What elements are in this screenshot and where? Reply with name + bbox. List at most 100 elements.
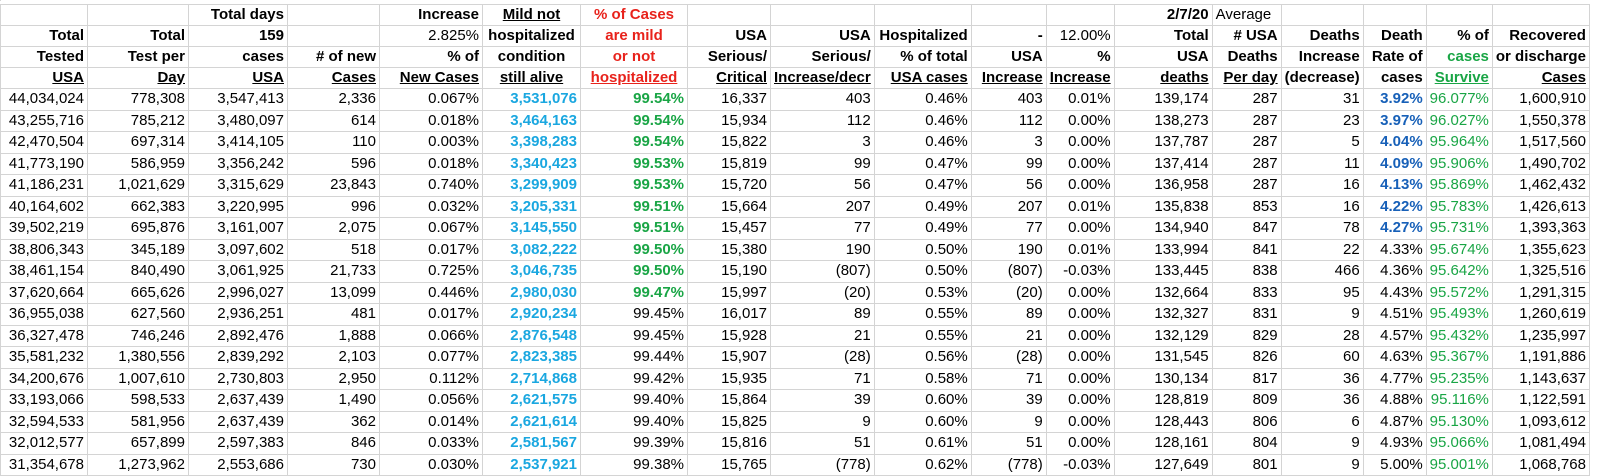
cell-usa-increase[interactable]: 99 [970,152,1047,175]
cell-pct-survive[interactable]: 95.493% [1425,303,1493,326]
cell-total-cases[interactable]: 2,553,686 [188,453,288,476]
cell-usa-increase[interactable]: 89 [970,303,1047,326]
cell-pct-new-cases[interactable]: 0.446% [379,281,483,304]
cell-recovered[interactable]: 1,426,613 [1491,195,1590,218]
cell-serious-critical[interactable]: 15,190 [687,260,771,283]
cell-serious-change[interactable]: 89 [770,303,875,326]
cell-total-tested[interactable]: 32,594,533 [0,410,88,433]
cell-deaths-increase[interactable]: 9 [1280,453,1364,476]
cell-mild-alive[interactable]: 3,464,163 [482,109,581,132]
cell-mild-alive[interactable]: 3,531,076 [482,88,581,111]
cell-serious-critical[interactable]: 15,457 [687,217,771,240]
cell-pct-mild[interactable]: 99.54% [580,109,688,132]
cell-death-rate[interactable]: 4.77% [1362,367,1427,390]
cell-new-cases[interactable]: 362 [287,410,380,433]
cell-total-cases[interactable]: 2,637,439 [188,389,288,412]
cell-death-rate[interactable]: 4.09% [1362,152,1427,175]
cell-mild-alive[interactable]: 3,340,423 [482,152,581,175]
cell-total-cases[interactable]: 3,315,629 [188,174,288,197]
cell-pct-survive[interactable]: 95.235% [1425,367,1493,390]
cell-new-cases[interactable]: 21,733 [287,260,380,283]
header-cell-deaths-increase[interactable]: Increase [1280,46,1364,68]
cell-new-cases[interactable]: 23,843 [287,174,380,197]
cell-total-tested[interactable]: 42,470,504 [0,131,88,154]
cell-pct-mild[interactable]: 99.53% [580,174,688,197]
cell-mild-alive[interactable]: 2,537,921 [482,453,581,476]
cell-total-deaths[interactable]: 137,414 [1113,152,1213,175]
cell-pct-survive[interactable]: 95.130% [1425,410,1493,433]
cell-total-tested[interactable]: 34,200,676 [0,367,88,390]
cell-deaths-increase[interactable]: 11 [1280,152,1364,175]
cell-death-rate[interactable]: 4.36% [1362,260,1427,283]
cell-hospitalized-pct[interactable]: 0.46% [873,109,972,132]
cell-hospitalized-pct[interactable]: 0.58% [873,367,972,390]
cell-death-rate[interactable]: 4.04% [1362,131,1427,154]
cell-deaths-increase[interactable]: 31 [1280,88,1364,111]
cell-pct-new-cases[interactable]: 0.032% [379,195,483,218]
cell-usa-increase[interactable]: (20) [970,281,1047,304]
cell-serious-critical[interactable]: 16,017 [687,303,771,326]
cell-deaths-per-day[interactable]: 809 [1211,389,1282,412]
cell-new-cases[interactable]: 846 [287,432,380,455]
header-cell-mild-alive[interactable]: hospitalized [482,25,581,47]
header-cell-total-deaths[interactable]: 2/7/20 [1113,4,1213,26]
header-cell-pct-mild[interactable]: or not [580,46,688,68]
cell-test-per-day[interactable]: 695,876 [87,217,189,240]
cell-new-cases[interactable]: 2,336 [287,88,380,111]
cell-usa-increase[interactable]: 190 [970,238,1047,261]
cell-serious-critical[interactable]: 15,822 [687,131,771,154]
header-cell-hospitalized-pct[interactable]: % of total [873,46,972,68]
cell-pct-new-cases[interactable]: 0.112% [379,367,483,390]
cell-mild-alive[interactable]: 2,980,030 [482,281,581,304]
cell-mild-alive[interactable]: 3,299,909 [482,174,581,197]
cell-death-rate[interactable]: 4.22% [1362,195,1427,218]
header-cell-pct-mild[interactable]: hospitalized [580,67,688,89]
cell-total-cases[interactable]: 3,414,105 [188,131,288,154]
cell-serious-change[interactable]: 77 [770,217,875,240]
cell-deaths-per-day[interactable]: 847 [1211,217,1282,240]
cell-total-deaths[interactable]: 137,787 [1113,131,1213,154]
cell-usa-increase[interactable]: 56 [970,174,1047,197]
cell-serious-critical[interactable]: 15,380 [687,238,771,261]
header-cell-new-cases[interactable] [287,25,380,47]
header-cell-pct-new-cases[interactable]: % of [379,46,483,68]
header-cell-total-tested[interactable] [0,4,88,26]
header-cell-recovered[interactable]: Cases [1491,67,1590,89]
cell-pct-survive[interactable]: 95.367% [1425,346,1493,369]
cell-deaths-per-day[interactable]: 841 [1211,238,1282,261]
cell-test-per-day[interactable]: 586,959 [87,152,189,175]
cell-deaths-per-day[interactable]: 838 [1211,260,1282,283]
cell-deaths-increase[interactable]: 95 [1280,281,1364,304]
cell-total-cases[interactable]: 3,356,242 [188,152,288,175]
cell-new-cases[interactable]: 110 [287,131,380,154]
cell-serious-change[interactable]: (28) [770,346,875,369]
cell-usa-increase[interactable]: 77 [970,217,1047,240]
cell-total-deaths[interactable]: 133,994 [1113,238,1213,261]
cell-serious-change[interactable]: 207 [770,195,875,218]
cell-pct-mild[interactable]: 99.40% [580,389,688,412]
cell-recovered[interactable]: 1,550,378 [1491,109,1590,132]
cell-pct-mild[interactable]: 99.50% [580,260,688,283]
cell-deaths-increase[interactable]: 466 [1280,260,1364,283]
header-cell-serious-change[interactable]: USA [770,25,875,47]
cell-serious-critical[interactable]: 15,664 [687,195,771,218]
cell-pct-increase[interactable]: 0.00% [1045,389,1115,412]
cell-death-rate[interactable]: 4.87% [1362,410,1427,433]
cell-pct-mild[interactable]: 99.38% [580,453,688,476]
cell-total-deaths[interactable]: 132,664 [1113,281,1213,304]
cell-total-deaths[interactable]: 139,174 [1113,88,1213,111]
cell-pct-increase[interactable]: 0.00% [1045,324,1115,347]
header-cell-serious-critical[interactable]: Critical [687,67,771,89]
cell-hospitalized-pct[interactable]: 0.60% [873,389,972,412]
cell-serious-change[interactable]: 112 [770,109,875,132]
cell-usa-increase[interactable]: 21 [970,324,1047,347]
cell-total-deaths[interactable]: 136,958 [1113,174,1213,197]
header-cell-hospitalized-pct[interactable] [873,4,972,26]
cell-serious-change[interactable]: 71 [770,367,875,390]
cell-pct-new-cases[interactable]: 0.067% [379,88,483,111]
cell-serious-critical[interactable]: 15,864 [687,389,771,412]
cell-total-tested[interactable]: 36,955,038 [0,303,88,326]
cell-usa-increase[interactable]: (778) [970,453,1047,476]
cell-pct-increase[interactable]: 0.00% [1045,346,1115,369]
cell-death-rate[interactable]: 4.33% [1362,238,1427,261]
